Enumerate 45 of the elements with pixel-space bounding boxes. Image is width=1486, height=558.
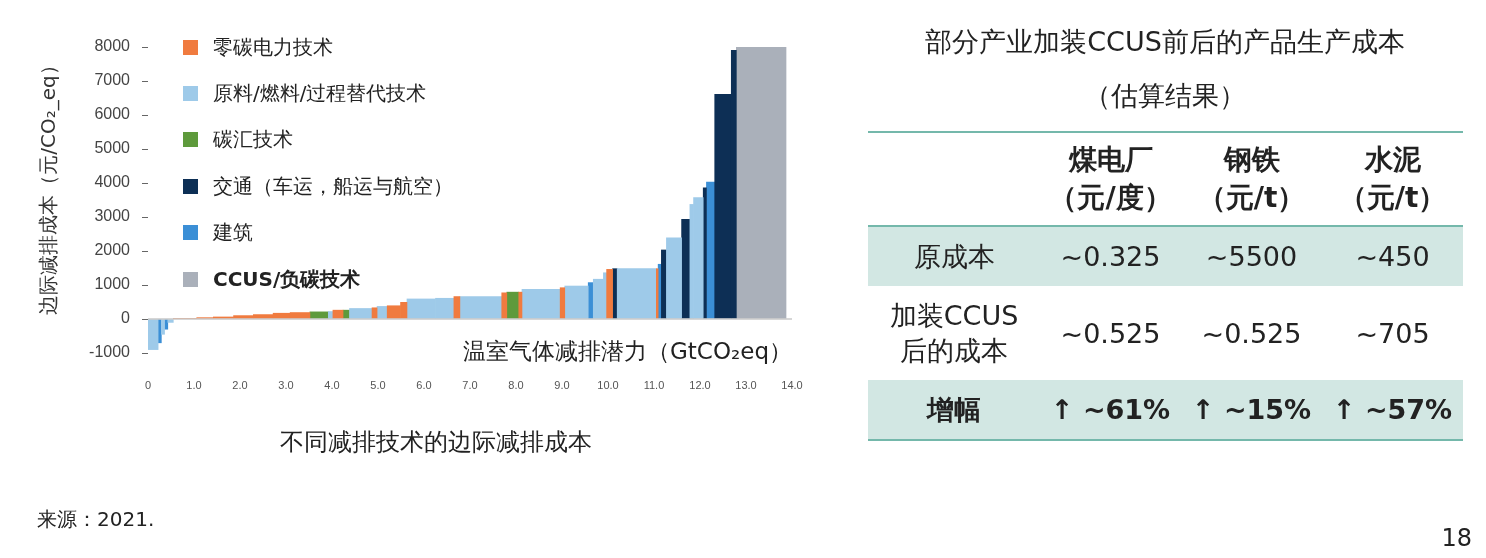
y-tick-label: 6000: [94, 105, 131, 123]
y-tick-label: 8000: [94, 37, 131, 55]
text: 部分产业加装CCUS前后的产品生产成本: [924, 25, 1406, 59]
category-label: 钢铁（元/t）: [1196, 142, 1307, 216]
x-tick-label: 13.0: [735, 378, 757, 391]
text: ~705: [1355, 317, 1430, 349]
y-tick-label: 1000: [94, 275, 131, 293]
y-axis-title: 边际减排成本（元/CO₂_eq）: [34, 55, 61, 315]
x-tick-label: 11.0: [643, 378, 665, 391]
text: ~0.525: [1201, 317, 1302, 349]
x-tick-label: 5.0: [370, 378, 386, 391]
x-tick-label: 9.0: [554, 378, 570, 391]
x-tick-label: 1.0: [186, 378, 202, 391]
category-label: 加装CCUS后的成本: [889, 300, 1019, 366]
x-tick-label: 6.0: [416, 378, 432, 391]
x-tick-label: 14.0: [781, 378, 803, 391]
y-tick-label: -1000: [89, 343, 131, 361]
category-label: 煤电厂（元/度）: [1048, 142, 1173, 216]
text: 18: [1441, 524, 1472, 552]
category-label: 水泥（元/t）: [1337, 142, 1448, 216]
x-tick-label: 8.0: [508, 378, 524, 391]
legend-label: CCUS/负碳技术: [213, 265, 361, 293]
text: 不同减排技术的边际减排成本: [279, 427, 593, 458]
y-tick-label: 4000: [94, 173, 131, 191]
legend-label: 零碳电力技术: [213, 33, 333, 61]
x-tick-label: 4.0: [324, 378, 340, 391]
x-tick-label: 2.0: [232, 378, 248, 391]
legend-label: 碳汇技术: [213, 126, 293, 154]
legend-label: 建筑: [213, 219, 253, 247]
x-tick-label: 0: [144, 378, 152, 391]
text: ~0.525: [1060, 317, 1161, 349]
x-tick-label: 7.0: [462, 378, 478, 391]
y-tick-label: 7000: [94, 71, 131, 89]
y-tick-label: 2000: [94, 241, 131, 259]
y-tick-label: 3000: [94, 207, 131, 225]
x-tick-label: 3.0: [278, 378, 294, 391]
x-tick-label: 12.0: [689, 378, 711, 391]
text: （估算结果）: [1083, 79, 1247, 113]
x-tick-label: 10.0: [597, 378, 619, 391]
y-tick-label: 0: [121, 309, 131, 327]
legend-label: 交通（车运，船运与航空）: [213, 172, 453, 200]
y-tick-label: 5000: [94, 139, 131, 157]
x-axis-title: 温室气体减排潜力（GtCO₂eq）: [463, 337, 792, 366]
source-note: 来源：2021.: [37, 506, 155, 533]
legend-label: 原料/燃料/过程替代技术: [213, 80, 427, 108]
